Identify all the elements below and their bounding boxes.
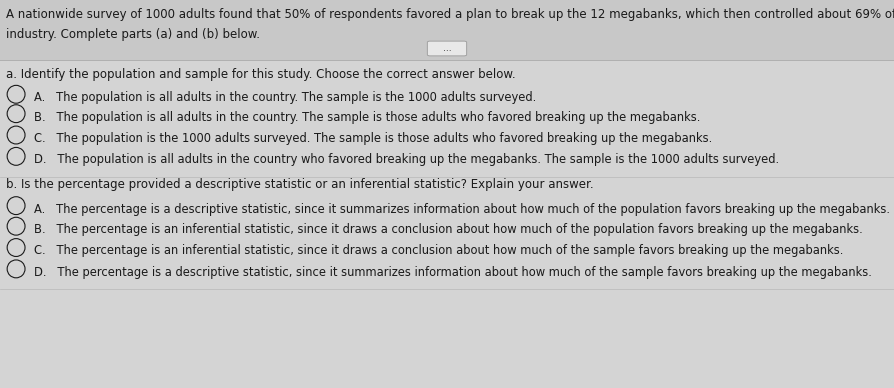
FancyBboxPatch shape bbox=[0, 0, 894, 60]
Text: A.   The percentage is a descriptive statistic, since it summarizes information : A. The percentage is a descriptive stati… bbox=[34, 203, 890, 216]
Text: b. Is the percentage provided a descriptive statistic or an inferential statisti: b. Is the percentage provided a descript… bbox=[6, 178, 594, 192]
Text: B.   The percentage is an inferential statistic, since it draws a conclusion abo: B. The percentage is an inferential stat… bbox=[34, 223, 863, 236]
Text: B.   The population is all adults in the country. The sample is those adults who: B. The population is all adults in the c… bbox=[34, 111, 700, 124]
Text: C.   The percentage is an inferential statistic, since it draws a conclusion abo: C. The percentage is an inferential stat… bbox=[34, 244, 843, 258]
Text: D.   The percentage is a descriptive statistic, since it summarizes information : D. The percentage is a descriptive stati… bbox=[34, 266, 872, 279]
Text: A.   The population is all adults in the country. The sample is the 1000 adults : A. The population is all adults in the c… bbox=[34, 91, 536, 104]
Text: D.   The population is all adults in the country who favored breaking up the meg: D. The population is all adults in the c… bbox=[34, 153, 779, 166]
Text: a. Identify the population and sample for this study. Choose the correct answer : a. Identify the population and sample fo… bbox=[6, 68, 516, 81]
Text: A nationwide survey of 1000 adults found that 50% of respondents favored a plan : A nationwide survey of 1000 adults found… bbox=[6, 8, 894, 21]
Text: industry. Complete parts (a) and (b) below.: industry. Complete parts (a) and (b) bel… bbox=[6, 28, 260, 41]
Text: C.   The population is the 1000 adults surveyed. The sample is those adults who : C. The population is the 1000 adults sur… bbox=[34, 132, 713, 145]
Text: ...: ... bbox=[443, 44, 451, 53]
FancyBboxPatch shape bbox=[427, 41, 467, 56]
